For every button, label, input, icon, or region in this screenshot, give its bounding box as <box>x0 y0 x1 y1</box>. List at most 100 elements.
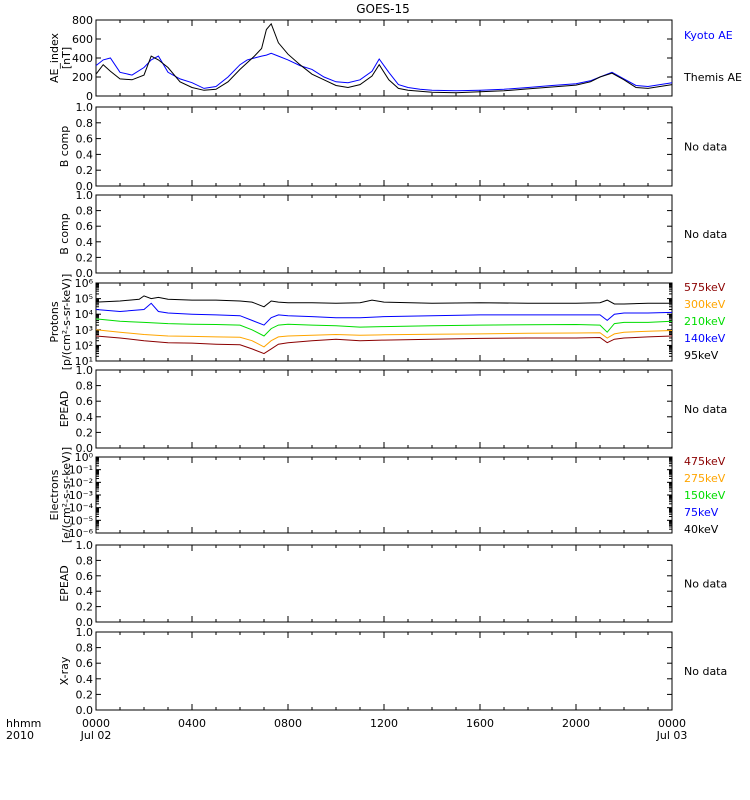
series-210kev <box>95 318 673 337</box>
plot-title: GOES-15 <box>356 2 410 16</box>
ytick-label: 0.2 <box>76 251 94 264</box>
time-row1-label: hhmm <box>6 717 41 730</box>
time-tick-label: 0000 <box>658 717 686 730</box>
ytick-label: 0.4 <box>76 148 94 161</box>
time-row2-label: 2010 <box>6 729 34 742</box>
series-575kev <box>95 335 673 355</box>
legend-entry: 75keV <box>684 506 719 519</box>
series-300kev <box>95 329 673 348</box>
ytick-label: 0.4 <box>76 236 94 249</box>
series-140kev <box>95 302 673 326</box>
ytick-label: 600 <box>72 33 93 46</box>
panel-ylabel: EPEAD <box>58 565 71 602</box>
legend-entry: 275keV <box>684 472 726 485</box>
ytick-label: 10⁻¹ <box>69 464 93 477</box>
ytick-label: 10² <box>75 339 93 352</box>
ytick-label: 10⁻⁴ <box>69 502 94 515</box>
ytick-label: 0.2 <box>76 688 94 701</box>
panel-ylabel: B comp <box>58 126 71 168</box>
ytick-label: 0.6 <box>76 133 94 146</box>
legend-entry: 150keV <box>684 489 726 502</box>
series-kyoto-ae <box>95 52 673 92</box>
ytick-label: 200 <box>72 71 93 84</box>
panel-ylabel: Protons <box>48 301 61 342</box>
no-data-label: No data <box>684 228 727 241</box>
time-tick-label: 0000 <box>82 717 110 730</box>
ytick-label: 10⁶ <box>75 277 94 290</box>
legend-entry: 575keV <box>684 281 726 294</box>
ytick-label: 0.8 <box>76 380 94 393</box>
time-tick-label: 0400 <box>178 717 206 730</box>
no-data-label: No data <box>684 665 727 678</box>
panel-4: 10¹ 10² 10³ 10⁴ 10⁵ 10⁶ Protons [p/(cm²-s-sr-ke… <box>48 274 726 371</box>
panel-frame <box>95 456 673 534</box>
ytick-label: 1.0 <box>76 101 94 114</box>
ytick-label: 10⁴ <box>75 308 94 321</box>
ytick-label: 0.2 <box>76 601 94 614</box>
ytick-label: 1.0 <box>76 539 94 552</box>
panel-frame <box>95 544 673 623</box>
ytick-label: 0.2 <box>76 164 94 177</box>
legend-entry: 300keV <box>684 298 726 311</box>
ytick-label: 0.6 <box>76 395 94 408</box>
ytick-label: 10⁻⁵ <box>69 514 93 527</box>
ytick-label: 0.0 <box>76 267 94 280</box>
panel-frame <box>95 631 673 711</box>
ytick-label: 0.8 <box>76 117 94 130</box>
ytick-label: 10³ <box>75 324 93 337</box>
panel-ylabel: X-ray <box>58 656 71 685</box>
ytick-label: 10¹ <box>75 355 93 368</box>
legend-entry: Kyoto AE <box>684 29 733 42</box>
ytick-label: 10⁻² <box>69 476 93 489</box>
ytick-label: 0.6 <box>76 220 94 233</box>
panel-ylabel: EPEAD <box>58 391 71 428</box>
panel-frame <box>95 194 673 274</box>
series-95kev <box>95 295 672 308</box>
ytick-label: 1.0 <box>76 364 94 377</box>
ytick-label: 10⁻³ <box>69 489 93 502</box>
ytick-label: 0.0 <box>76 442 94 455</box>
panel-ylabel: [p/(cm²-s-sr-keV)] <box>60 274 73 371</box>
panel-2: 0.0 0.2 0.4 0.6 0.8 1.0 B comp No data <box>58 101 727 193</box>
panel-frame <box>95 106 673 187</box>
panel-3: 0.0 0.2 0.4 0.6 0.8 1.0 B comp No data <box>58 189 727 280</box>
ytick-label: 0.8 <box>76 554 94 567</box>
panel-7: 0.0 0.2 0.4 0.6 0.8 1.0 EPEAD No data <box>58 539 727 629</box>
ytick-label: 0.6 <box>76 657 94 670</box>
time-tick-label: 2000 <box>562 717 590 730</box>
time-tick-label: 1600 <box>466 717 494 730</box>
legend-entry: 475keV <box>684 455 726 468</box>
panel-stack: 0 200 400 600 800 AE_index [nT] Kyoto AE Themis … <box>48 14 742 717</box>
ytick-label: 1.0 <box>76 189 94 202</box>
ytick-label: 0.0 <box>76 180 94 193</box>
ytick-label: 0.4 <box>76 673 94 686</box>
no-data-label: No data <box>684 141 727 154</box>
ytick-label: 0.8 <box>76 205 94 218</box>
ytick-label: 0.0 <box>76 616 94 629</box>
ytick-label: 1.0 <box>76 626 94 639</box>
ytick-label: 0.2 <box>76 426 94 439</box>
series-themis-ae <box>95 22 673 94</box>
ytick-label: 10⁰ <box>75 451 94 464</box>
no-data-label: No data <box>684 578 727 591</box>
panel-8: 0.0 0.2 0.4 0.6 0.8 1.0 X-ray No data <box>58 626 727 717</box>
ytick-label: 0.4 <box>76 585 94 598</box>
ytick-label: 0.6 <box>76 570 94 583</box>
panel-ylabel: [nT] <box>60 47 73 69</box>
ytick-label: 0.0 <box>76 704 94 717</box>
legend-entry: 95keV <box>684 349 719 362</box>
time-tick-label: 0800 <box>274 717 302 730</box>
ytick-label: 10⁻⁶ <box>69 527 94 540</box>
panel-ylabel: Electrons <box>48 469 61 520</box>
ytick-label: 0.4 <box>76 411 94 424</box>
ytick-label: 10⁵ <box>75 293 93 306</box>
panel-ylabel: AE_index <box>48 32 61 83</box>
legend-entry: 210keV <box>684 315 726 328</box>
ytick-label: 800 <box>72 14 93 27</box>
panel-ylabel: [e/(cm²-s-sr-keV)] <box>60 447 73 543</box>
ytick-label: 0.8 <box>76 642 94 655</box>
date-end-label: Jul 03 <box>656 729 688 742</box>
no-data-label: No data <box>684 403 727 416</box>
panel-frame <box>95 19 673 97</box>
